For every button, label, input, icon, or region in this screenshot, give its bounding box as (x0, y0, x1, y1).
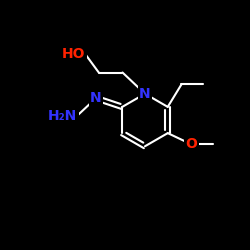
Text: N: N (90, 91, 102, 105)
Text: O: O (186, 137, 198, 151)
Text: N: N (139, 87, 151, 101)
Text: H₂N: H₂N (48, 109, 77, 123)
Text: HO: HO (62, 47, 85, 61)
